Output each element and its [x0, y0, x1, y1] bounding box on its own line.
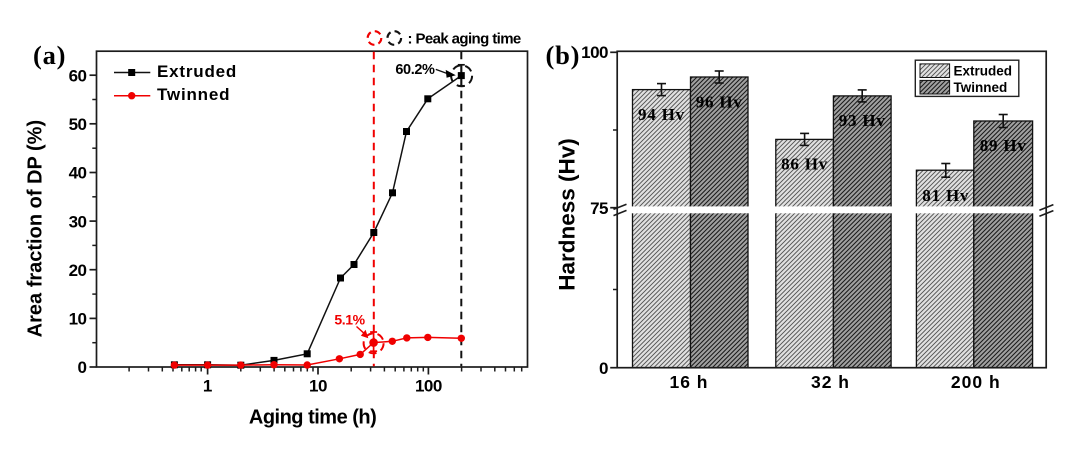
svg-text:20: 20 — [69, 261, 87, 280]
svg-text:0: 0 — [78, 358, 87, 377]
svg-text:Extruded: Extruded — [157, 62, 237, 81]
svg-text:86 Hv: 86 Hv — [781, 155, 828, 174]
svg-text:Aging time (h): Aging time (h) — [249, 406, 376, 428]
svg-text:(b): (b) — [546, 40, 581, 70]
svg-text:75: 75 — [590, 199, 608, 218]
svg-text:100: 100 — [415, 377, 442, 396]
svg-text:96 Hv: 96 Hv — [696, 92, 743, 111]
svg-text:93 Hv: 93 Hv — [839, 111, 886, 130]
svg-text:89 Hv: 89 Hv — [980, 136, 1027, 155]
svg-text:16 h: 16 h — [669, 372, 708, 392]
svg-text:60.2%: 60.2% — [395, 62, 435, 78]
svg-text:Twinned: Twinned — [954, 80, 1008, 95]
svg-text:0: 0 — [599, 359, 608, 378]
svg-text:(a): (a) — [33, 40, 66, 70]
svg-text:32 h: 32 h — [811, 372, 850, 392]
svg-text:50: 50 — [69, 115, 87, 134]
svg-text:200 h: 200 h — [951, 372, 1001, 392]
svg-text:94 Hv: 94 Hv — [638, 105, 685, 124]
svg-text:1: 1 — [203, 377, 212, 396]
svg-text:10: 10 — [309, 377, 327, 396]
svg-text:60: 60 — [69, 66, 87, 85]
svg-text:100: 100 — [581, 43, 608, 62]
svg-text:81 Hv: 81 Hv — [922, 186, 969, 205]
svg-text:30: 30 — [69, 212, 87, 231]
svg-text:40: 40 — [69, 164, 87, 183]
svg-text:Area fraction of DP (%): Area fraction of DP (%) — [24, 120, 46, 337]
svg-text:Extruded: Extruded — [954, 63, 1013, 78]
svg-text:Hardness (Hv): Hardness (Hv) — [554, 138, 579, 291]
svg-text:Twinned: Twinned — [157, 85, 230, 104]
svg-text:5.1%: 5.1% — [334, 312, 365, 328]
svg-text:10: 10 — [69, 310, 87, 329]
svg-text:: Peak aging time: : Peak aging time — [408, 30, 521, 47]
